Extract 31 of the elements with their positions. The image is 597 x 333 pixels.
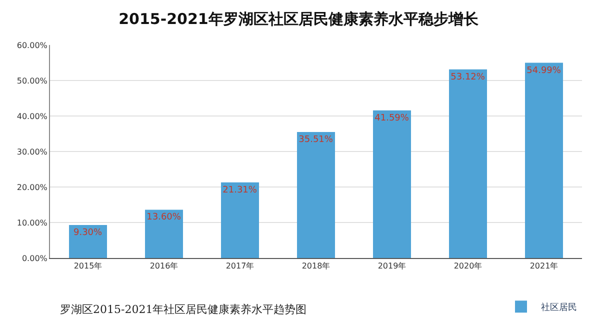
chart-title: 2015-2021年罗湖区社区居民健康素养水平稳步增长 [118,10,480,28]
y-tick-label: 10.00% [16,218,48,228]
data-label: 53.12% [450,72,486,82]
y-tick-label: 60.00% [16,40,48,50]
data-label: 35.51% [298,134,334,145]
x-tick-label: 2016年 [150,262,178,271]
y-tick-label: 20.00% [16,182,48,192]
bar [221,182,259,258]
legend-label: 社区居民 [541,302,577,314]
y-tick-label: 50.00% [16,76,48,86]
data-label: 41.59% [374,113,410,124]
x-tick-label: 2018年 [302,262,330,271]
data-label: 54.99% [526,66,562,76]
data-label: 9.30% [73,228,103,238]
x-tick-label: 2021年 [530,262,558,271]
bar [145,210,183,258]
bar [525,62,563,258]
y-tick-label: 30.00% [16,147,48,156]
bar [449,69,487,258]
x-tick-label: 2020年 [454,262,482,271]
x-tick-label: 2015年 [74,262,102,271]
data-label: 13.60% [146,212,182,223]
y-tick-label: 0.00% [22,254,48,263]
bar [69,224,107,258]
text: 罗湖区2015-2021年社区居民健康素养水平趋势图 [60,303,307,316]
x-tick-label: 2019年 [378,262,406,271]
y-tick-label: 40.00% [16,112,48,121]
data-label: 21.31% [222,185,258,196]
bar [373,110,411,258]
bar [297,132,335,258]
x-tick-label: 2017年 [226,262,254,271]
